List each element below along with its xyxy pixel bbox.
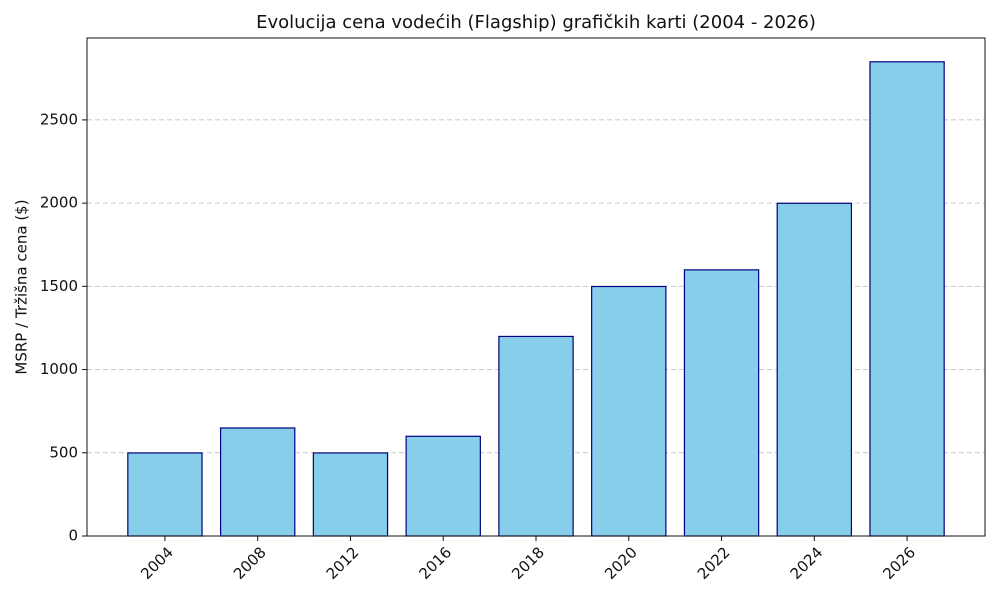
bar <box>869 61 945 537</box>
x-tick-label: 2012 <box>323 543 363 583</box>
chart-title: Evolucija cena vodećih (Flagship) grafič… <box>256 12 816 33</box>
bar <box>776 202 853 537</box>
bar <box>219 427 296 537</box>
y-axis-label: MSRP / Tržišna cena ($) <box>13 199 31 374</box>
x-tick-label: 2016 <box>416 543 456 583</box>
y-tick-label: 2500 <box>40 110 78 128</box>
bar <box>127 452 203 537</box>
bar <box>498 335 574 537</box>
x-tick-label: 2022 <box>694 543 734 583</box>
y-tick-label: 0 <box>68 527 78 545</box>
x-tick-label: 2020 <box>601 543 641 583</box>
y-tick-label: 1500 <box>40 277 78 295</box>
y-tick-label: 1000 <box>40 360 78 378</box>
bar <box>405 435 481 537</box>
y-tick-label: 500 <box>49 443 78 461</box>
y-tick-label: 2000 <box>40 194 78 212</box>
bar <box>312 452 389 537</box>
bar <box>591 285 667 537</box>
x-tick-label: 2024 <box>787 543 827 583</box>
x-tick-label: 2008 <box>230 543 270 583</box>
x-tick-label: 2018 <box>508 543 548 583</box>
bar <box>683 269 760 537</box>
plot-frame <box>86 37 986 537</box>
x-tick-label: 2004 <box>137 543 177 583</box>
x-tick-label: 2026 <box>879 543 919 583</box>
